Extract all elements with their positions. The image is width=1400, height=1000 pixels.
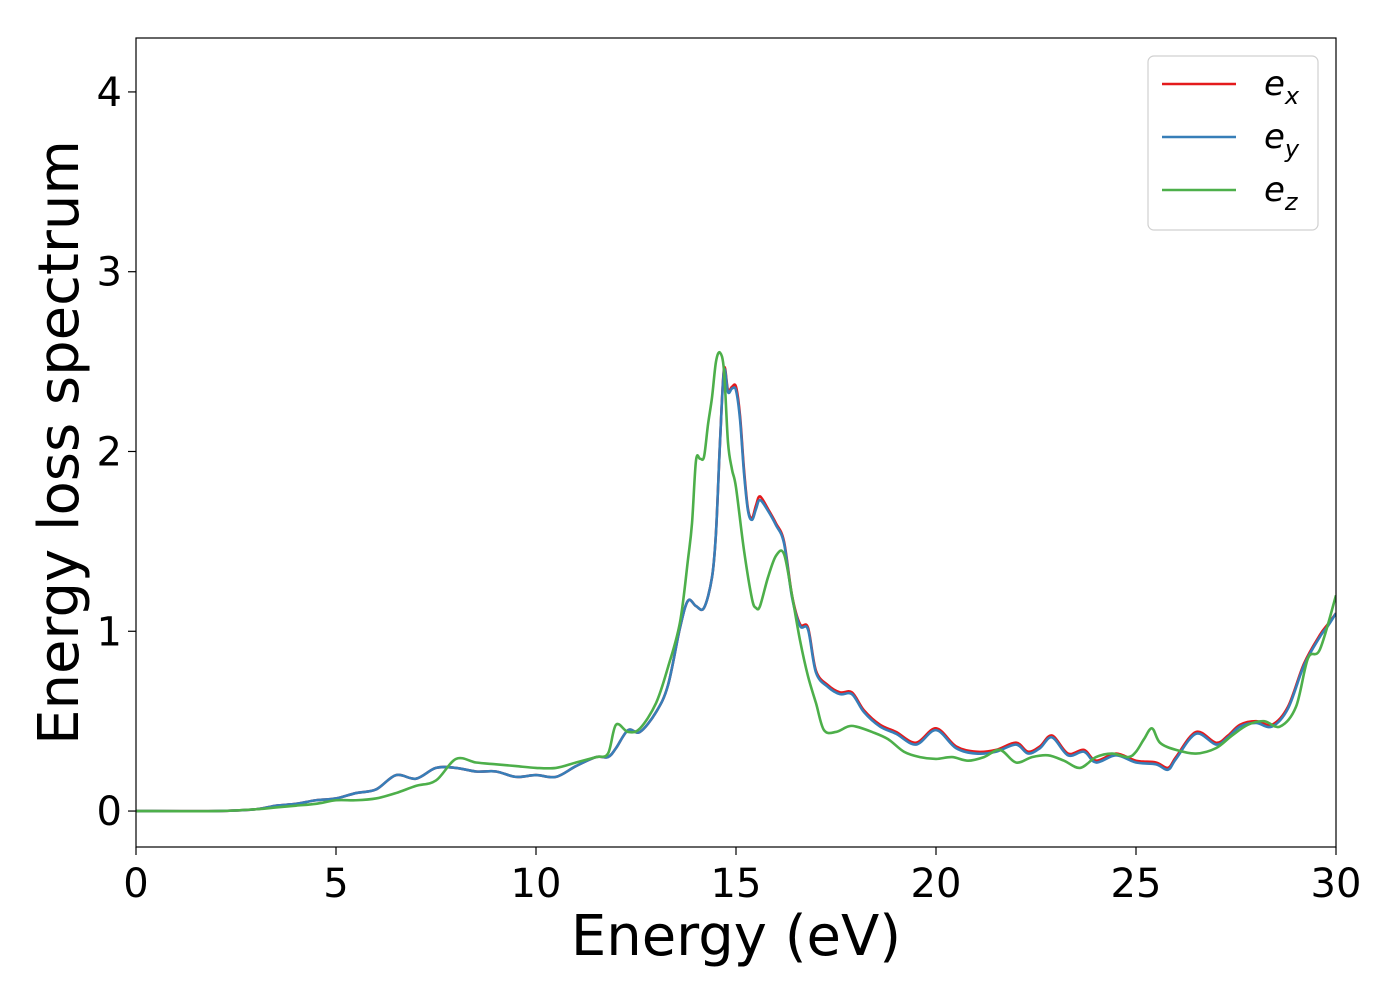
x-tick-label: 25 <box>1111 861 1162 907</box>
y-tick-label: 3 <box>97 250 122 296</box>
x-tick-label: 5 <box>323 861 348 907</box>
x-tick-label: 0 <box>123 861 148 907</box>
series-line-x <box>136 365 1336 813</box>
y-tick-label: 1 <box>97 609 122 655</box>
ticks-layer: 0 5 10 15 20 25 30 0 1 2 3 4 <box>97 70 1362 907</box>
legend-box <box>1147 55 1319 231</box>
x-tick-label: 30 <box>1311 861 1362 907</box>
y-axis-label: Energy loss spectrum <box>27 140 92 745</box>
y-tick-label: 0 <box>97 789 122 835</box>
y-tick-label: 4 <box>97 70 122 116</box>
legend: ex ey ez <box>1147 55 1319 231</box>
legend-label-z: ez <box>1264 170 1299 216</box>
series-line-z <box>136 350 1336 813</box>
x-tick-label: 20 <box>911 861 962 907</box>
series-layer <box>136 350 1336 813</box>
x-axis-label: Energy (eV) <box>571 904 901 969</box>
legend-label-x: ex <box>1264 64 1300 110</box>
y-tick-label: 2 <box>97 429 122 475</box>
x-tick-label: 10 <box>511 861 562 907</box>
series-line-y <box>136 367 1336 813</box>
x-tick-label: 15 <box>711 861 762 907</box>
legend-label-y: ey <box>1264 117 1300 163</box>
